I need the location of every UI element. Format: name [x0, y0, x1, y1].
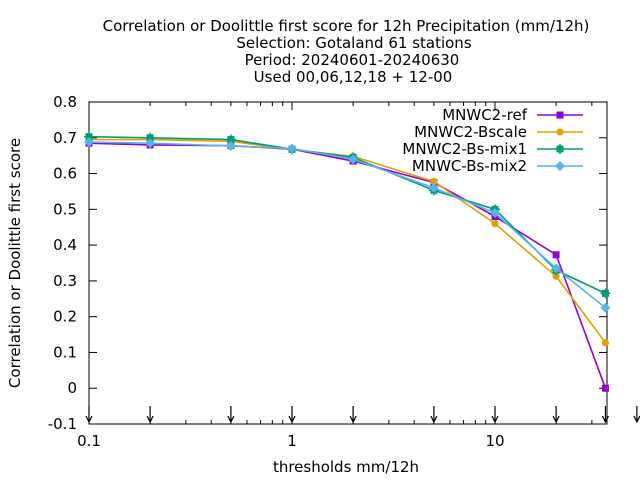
threshold-arrow-icon — [349, 406, 357, 424]
legend-label: MNWC2-Bscale — [414, 123, 527, 141]
y-tick-label: 0.3 — [53, 272, 77, 290]
x-axis-label: thresholds mm/12h — [273, 458, 419, 476]
legend-entry: MNWC2-Bs-mix1 — [402, 140, 583, 158]
series-line — [88, 142, 607, 389]
threshold-arrow-icon — [146, 406, 154, 424]
data-point — [287, 143, 297, 154]
threshold-arrow-icon — [552, 406, 560, 424]
x-tick-label: 10 — [485, 432, 504, 450]
data-point — [430, 177, 438, 186]
y-tick-label: 0.8 — [53, 93, 77, 111]
threshold-markers — [85, 406, 640, 424]
threshold-arrow-icon — [601, 406, 609, 424]
data-point — [601, 384, 609, 392]
legend-entry: MNWC2-ref — [442, 106, 583, 124]
threshold-arrow-icon — [430, 406, 438, 424]
threshold-arrow-icon — [85, 406, 93, 424]
threshold-arrow-icon — [633, 406, 640, 424]
threshold-arrow-icon — [288, 406, 296, 424]
y-tick-label: 0.6 — [53, 165, 77, 183]
series-MNWC-Bs-mix2 — [84, 137, 611, 313]
data-point — [428, 182, 439, 193]
y-tick-label: 0.7 — [53, 129, 77, 147]
y-tick-label: 0 — [67, 379, 77, 397]
y-tick-label: -0.1 — [48, 415, 77, 433]
x-axis: 0.1 1 10 — [77, 102, 593, 450]
data-point — [491, 220, 499, 228]
data-point — [552, 251, 560, 259]
data-point — [600, 288, 611, 299]
threshold-arrow-icon — [227, 406, 235, 424]
title-line-1: Correlation or Doolittle first score for… — [103, 17, 590, 35]
plot-frame — [88, 101, 608, 425]
legend-entry: MNWC-Bs-mix2 — [412, 157, 583, 175]
x-tick-label: 1 — [287, 432, 297, 450]
series-lines — [84, 131, 611, 392]
data-point — [551, 263, 562, 274]
y-tick-label: 0.5 — [53, 200, 77, 218]
data-point — [552, 272, 560, 280]
series-MNWC2-Bscale — [85, 135, 610, 347]
legend-label: MNWC2-ref — [442, 106, 527, 124]
series-line — [88, 141, 606, 309]
legend-entry: MNWC2-Bscale — [414, 123, 583, 141]
legend-marker — [556, 111, 564, 119]
title-line-4: Used 00,06,12,18 + 12-00 — [254, 68, 453, 86]
legend-label: MNWC-Bs-mix2 — [412, 157, 527, 175]
series-MNWC2-Bs-mix1 — [84, 131, 611, 299]
data-point — [601, 339, 610, 347]
chart-title: Correlation or Doolittle first score for… — [103, 17, 590, 86]
y-axis: 0.8 0.7 0.6 0.5 0.4 0.3 0.2 0.1 0 -0.1 — [48, 93, 607, 433]
data-point — [348, 154, 359, 165]
series-MNWC2-ref — [85, 139, 609, 392]
legend-marker — [556, 128, 564, 136]
y-axis-label: Correlation or Doolittle first score — [6, 138, 24, 388]
title-line-2: Selection: Gotaland 61 stations — [236, 34, 471, 52]
legend-label: MNWC2-Bs-mix1 — [402, 140, 527, 158]
legend-marker — [555, 144, 565, 154]
data-point — [490, 207, 500, 218]
x-tick-label: 0.1 — [77, 432, 101, 450]
title-line-3: Period: 20240601-20240630 — [245, 51, 460, 69]
y-tick-label: 0.1 — [53, 343, 77, 361]
y-tick-label: 0.4 — [53, 236, 77, 254]
data-point — [600, 302, 611, 313]
data-point — [145, 138, 156, 149]
y-tick-label: 0.2 — [53, 308, 77, 326]
legend: MNWC2-refMNWC2-BscaleMNWC2-Bs-mix1MNWC-B… — [402, 106, 583, 175]
data-point — [225, 141, 236, 151]
data-point — [84, 137, 94, 148]
threshold-arrow-icon — [491, 406, 499, 424]
legend-marker — [555, 161, 565, 171]
